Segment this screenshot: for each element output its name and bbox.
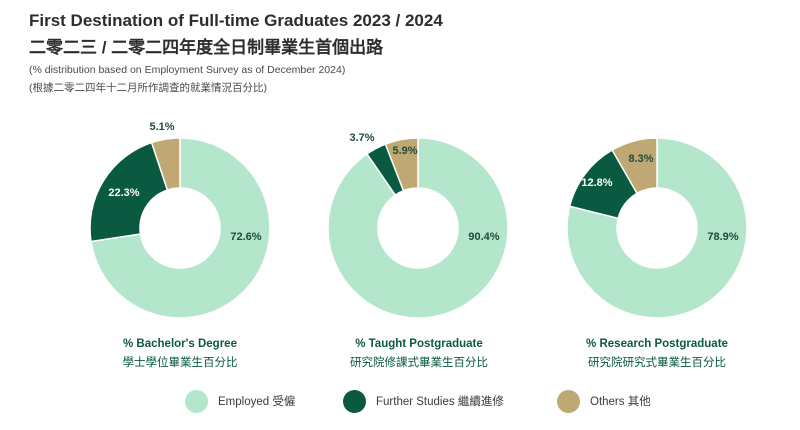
chart-caption-taught: % Taught Postgraduate 研究院修課式畢業生百分比 [299, 338, 539, 370]
chart-title-research: % Research Postgraduate [586, 338, 728, 350]
data-label-bachelor-further-studies: 22.3% [108, 187, 139, 199]
chart-title-bachelor: % Bachelor's Degree [123, 338, 237, 350]
data-label-research-further-studies: 12.8% [581, 177, 612, 189]
chart-title-zh-research: 研究院研究式畢業生百分比 [588, 357, 726, 369]
legend-swatch-employed [185, 389, 208, 413]
page-subtitle: (% distribution based on Employment Surv… [29, 64, 346, 76]
chart-caption-bachelor: % Bachelor's Degree 學士學位畢業生百分比 [60, 338, 300, 370]
legend-swatch-others [557, 389, 580, 413]
data-label-research-others: 8.3% [628, 153, 653, 165]
donut-slice-taught-others [384, 137, 419, 192]
legend-item-further-studies: Further Studies 繼續進修 [343, 388, 504, 414]
donut-slice-bachelor-employed [90, 137, 271, 319]
legend-swatch-further-studies [343, 389, 366, 413]
legend-item-employed: Employed 受僱 [185, 388, 295, 414]
donut-slice-research-employed [566, 137, 748, 319]
chart-legend: Employed 受僱 Further Studies 繼續進修 Others … [0, 388, 800, 414]
chart-caption-research: % Research Postgraduate 研究院研究式畢業生百分比 [537, 338, 777, 370]
page-title-zh: 二零二三 / 二零二四年度全日制畢業生首個出路 [29, 38, 384, 57]
data-label-bachelor-employed: 72.6% [230, 231, 261, 243]
legend-label-further-studies: Further Studies 繼續進修 [376, 396, 504, 408]
data-label-taught-employed: 90.4% [468, 231, 499, 243]
data-label-taught-further-studies: 3.7% [349, 132, 374, 144]
data-label-research-employed: 78.9% [707, 231, 738, 243]
chart-title-zh-taught: 研究院修課式畢業生百分比 [350, 357, 488, 369]
page-title: First Destination of Full-time Graduates… [29, 11, 443, 30]
chart-title-taught: % Taught Postgraduate [355, 338, 483, 350]
donut-slice-bachelor-further-studies [89, 141, 169, 243]
legend-item-others: Others 其他 [557, 388, 651, 414]
legend-label-others: Others 其他 [590, 396, 651, 408]
data-label-taught-others: 5.9% [392, 145, 417, 157]
donut-slice-research-others [611, 137, 658, 195]
data-label-bachelor-others: 5.1% [149, 121, 174, 133]
donut-slice-bachelor-others [150, 137, 181, 191]
donut-slice-taught-employed [327, 137, 509, 319]
chart-title-zh-bachelor: 學士學位畢業生百分比 [122, 357, 238, 369]
legend-label-employed: Employed 受僱 [218, 396, 296, 408]
page-subtitle-zh: (根據二零二四年十二月所作調查的就業情況百分比) [29, 82, 267, 94]
